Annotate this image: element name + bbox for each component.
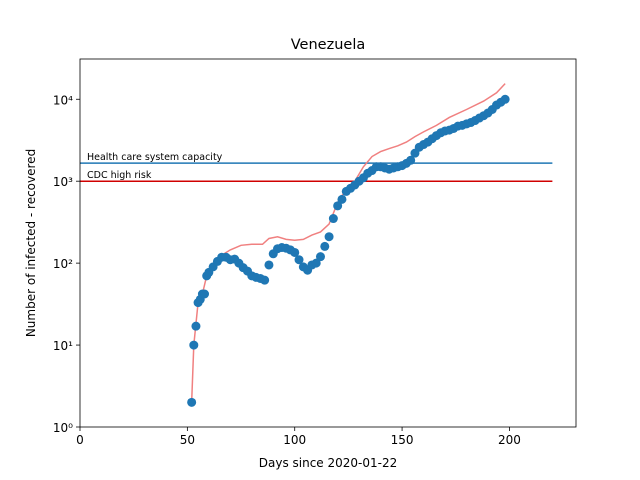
data-point [294, 255, 304, 265]
data-point [191, 321, 201, 331]
data-point [328, 214, 338, 224]
data-point [333, 201, 343, 211]
data-point [337, 194, 347, 204]
x-tick-label: 200 [498, 433, 521, 447]
data-line [190, 83, 506, 403]
data-point [315, 252, 325, 262]
data-point [189, 340, 199, 350]
x-tick-label: 150 [391, 433, 414, 447]
data-point [311, 258, 321, 268]
data-point [187, 397, 197, 407]
data-point [406, 155, 416, 165]
x-axis-label: Days since 2020-01-22 [259, 456, 398, 470]
plot-area [80, 83, 553, 407]
reference-label: CDC high risk [87, 170, 152, 181]
x-tick-label: 100 [283, 433, 306, 447]
x-tick-label: 50 [180, 433, 195, 447]
data-point [320, 241, 330, 251]
data-point [290, 247, 300, 257]
reference-label: Health care system capacity [87, 152, 223, 163]
data-point [500, 94, 510, 104]
y-axis-label: Number of infected - recovered [24, 149, 38, 337]
y-tick-label: 10⁰ [53, 421, 73, 435]
y-tick-label: 10¹ [53, 339, 73, 353]
y-tick-label: 10² [53, 257, 73, 271]
x-tick-label: 0 [76, 433, 84, 447]
data-point [200, 289, 210, 299]
axes-frame [79, 58, 577, 428]
data-point [260, 275, 270, 285]
y-tick-label: 10⁴ [53, 93, 73, 107]
y-tick-label: 10³ [53, 175, 73, 189]
data-point [264, 260, 274, 270]
chart-title: Venezuela [291, 37, 365, 53]
data-point [324, 232, 334, 242]
